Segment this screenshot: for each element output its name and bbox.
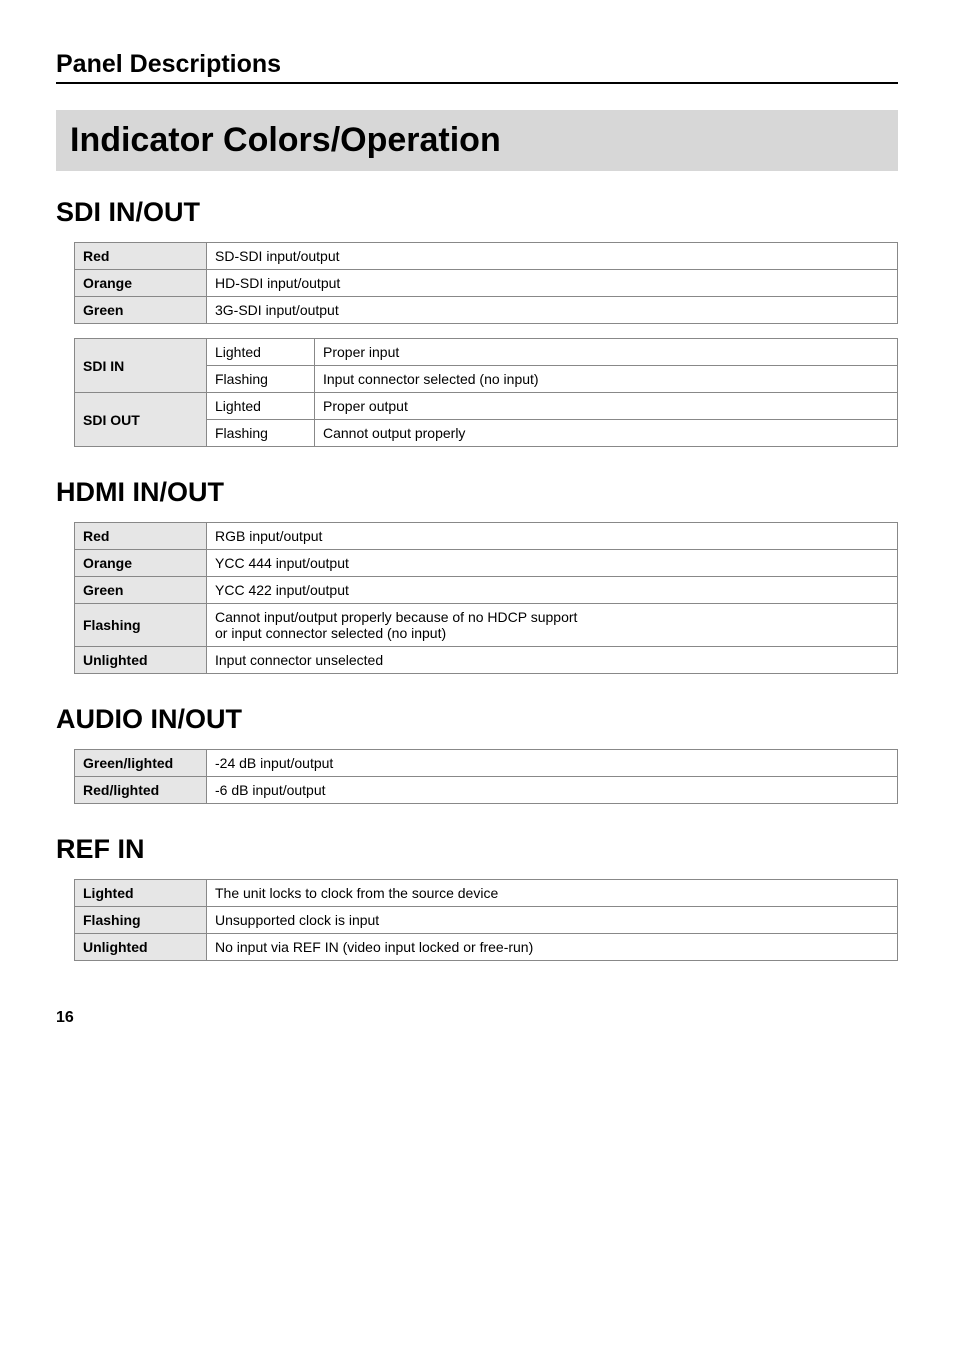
cell-val: YCC 422 input/output — [207, 577, 898, 604]
top-heading: Panel Descriptions — [56, 50, 898, 84]
ref-heading: REF IN — [56, 834, 898, 865]
table-row: Unlighted No input via REF IN (video inp… — [75, 934, 898, 961]
table-row: Red RGB input/output — [75, 523, 898, 550]
cell-val: No input via REF IN (video input locked … — [207, 934, 898, 961]
cell-val: RGB input/output — [207, 523, 898, 550]
cell-key: Lighted — [75, 880, 207, 907]
cell-group: SDI IN — [75, 339, 207, 393]
table-row: Flashing Cannot input/output properly be… — [75, 604, 898, 647]
cell-val: Input connector unselected — [207, 647, 898, 674]
sdi-color-table: Red SD-SDI input/output Orange HD-SDI in… — [74, 242, 898, 324]
cell-state: Flashing — [207, 366, 315, 393]
hdmi-heading: HDMI IN/OUT — [56, 477, 898, 508]
hdmi-table: Red RGB input/output Orange YCC 444 inpu… — [74, 522, 898, 674]
sdi-heading: SDI IN/OUT — [56, 197, 898, 228]
cell-val: The unit locks to clock from the source … — [207, 880, 898, 907]
table-row: Red/lighted -6 dB input/output — [75, 777, 898, 804]
cell-key: Green/lighted — [75, 750, 207, 777]
cell-key: Orange — [75, 550, 207, 577]
audio-heading: AUDIO IN/OUT — [56, 704, 898, 735]
table-row: Green 3G-SDI input/output — [75, 297, 898, 324]
cell-val: Proper input — [315, 339, 898, 366]
cell-val: Unsupported clock is input — [207, 907, 898, 934]
table-row: Red SD-SDI input/output — [75, 243, 898, 270]
cell-val: -24 dB input/output — [207, 750, 898, 777]
cell-key: Green — [75, 297, 207, 324]
sdi-state-table: SDI IN Lighted Proper input Flashing Inp… — [74, 338, 898, 447]
audio-table: Green/lighted -24 dB input/output Red/li… — [74, 749, 898, 804]
table-row: Flashing Unsupported clock is input — [75, 907, 898, 934]
table-row: Green YCC 422 input/output — [75, 577, 898, 604]
table-row: Green/lighted -24 dB input/output — [75, 750, 898, 777]
cell-val: SD-SDI input/output — [207, 243, 898, 270]
table-row: Orange YCC 444 input/output — [75, 550, 898, 577]
cell-state: Lighted — [207, 393, 315, 420]
cell-key: Green — [75, 577, 207, 604]
cell-key: Red — [75, 523, 207, 550]
cell-key: Unlighted — [75, 647, 207, 674]
cell-val: Cannot input/output properly because of … — [207, 604, 898, 647]
table-row: SDI IN Lighted Proper input — [75, 339, 898, 366]
cell-key: Orange — [75, 270, 207, 297]
cell-val: Input connector selected (no input) — [315, 366, 898, 393]
cell-key: Red — [75, 243, 207, 270]
cell-val: Proper output — [315, 393, 898, 420]
table-row: Unlighted Input connector unselected — [75, 647, 898, 674]
cell-key: Flashing — [75, 907, 207, 934]
cell-state: Lighted — [207, 339, 315, 366]
table-row: Orange HD-SDI input/output — [75, 270, 898, 297]
cell-key: Unlighted — [75, 934, 207, 961]
table-row: SDI OUT Lighted Proper output — [75, 393, 898, 420]
cell-val: 3G-SDI input/output — [207, 297, 898, 324]
cell-key: Flashing — [75, 604, 207, 647]
cell-val: Cannot output properly — [315, 420, 898, 447]
page-number: 16 — [56, 1009, 898, 1027]
section-banner: Indicator Colors/Operation — [56, 110, 898, 171]
cell-key: Red/lighted — [75, 777, 207, 804]
cell-val: -6 dB input/output — [207, 777, 898, 804]
ref-table: Lighted The unit locks to clock from the… — [74, 879, 898, 961]
cell-val: HD-SDI input/output — [207, 270, 898, 297]
table-row: Lighted The unit locks to clock from the… — [75, 880, 898, 907]
cell-group: SDI OUT — [75, 393, 207, 447]
cell-state: Flashing — [207, 420, 315, 447]
cell-val: YCC 444 input/output — [207, 550, 898, 577]
